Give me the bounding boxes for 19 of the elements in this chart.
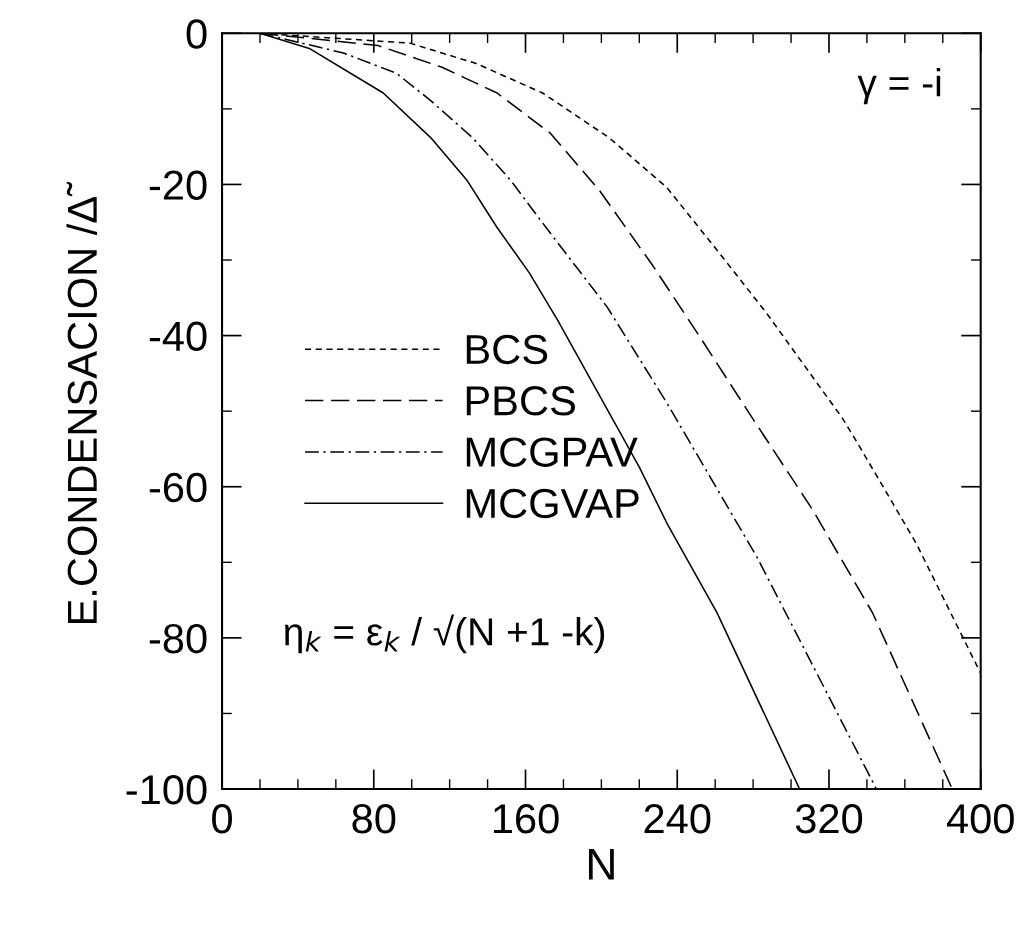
y-tick-label: 0 [186, 19, 207, 49]
y-tick-label: -80 [149, 623, 207, 654]
x-tick-label: 320 [795, 804, 863, 834]
y-tick-label: -40 [149, 321, 207, 352]
x-tick-label: 160 [493, 804, 559, 834]
legend-label: MCGVAP [466, 488, 639, 519]
x-axis-title: N [588, 848, 614, 880]
x-tick-label: 240 [644, 804, 711, 834]
annotation: γ = -i [857, 68, 941, 105]
y-axis-title: E.CONDENSACION /Δ̃ [66, 181, 98, 624]
x-tick-label: 80 [352, 804, 396, 834]
y-tick-label: -100 [126, 775, 207, 805]
legend-label: PBCS [466, 386, 575, 416]
legend-label: BCS [466, 334, 548, 365]
y-tick-label: -20 [149, 170, 207, 200]
x-tick-label: 0 [212, 804, 233, 834]
annotation: η$_{k}$ = ε$_{k}$ / √(N +1 -k) [284, 614, 605, 654]
x-tick-label: 400 [946, 804, 1014, 834]
y-tick-label: -60 [149, 472, 207, 503]
